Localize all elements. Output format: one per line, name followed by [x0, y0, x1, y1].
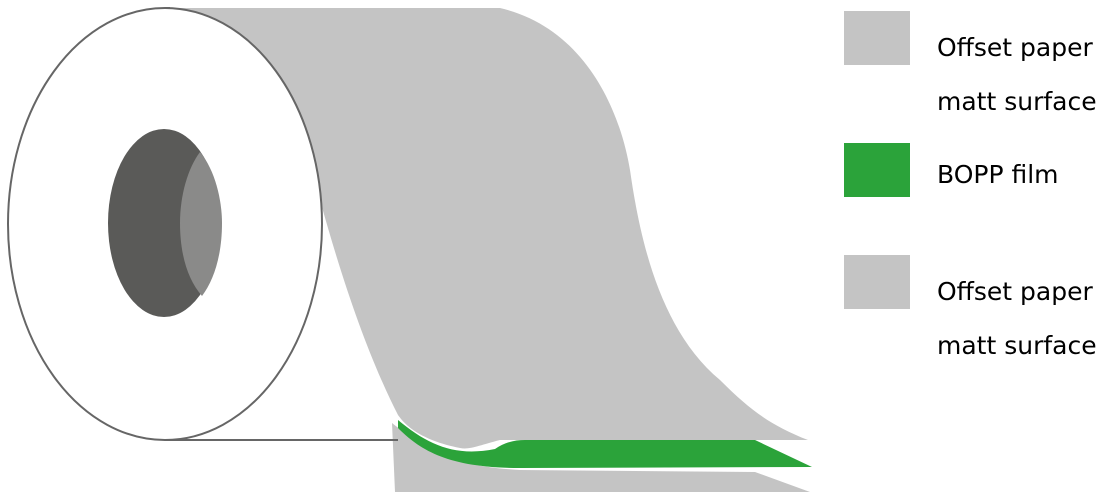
legend-label-line-1: BOPP film — [937, 160, 1059, 189]
core-inner-wall — [180, 152, 222, 296]
legend-swatch-paper — [844, 11, 910, 65]
legend-swatch-paper — [844, 255, 910, 309]
legend-label-line-2: matt surface — [937, 87, 1097, 116]
legend-swatch-film — [844, 143, 910, 197]
paper-sheet-top — [165, 8, 808, 449]
legend-label: BOPP film — [937, 148, 1104, 202]
bopp-film-layer — [398, 420, 812, 468]
paper-sheet-bottom — [392, 423, 810, 492]
legend-label: Offset paper matt surface — [937, 265, 1104, 373]
legend-label-line-1: Offset paper — [937, 33, 1093, 62]
legend-label: Offset paper matt surface — [937, 21, 1104, 129]
legend-label-line-1: Offset paper — [937, 277, 1093, 306]
legend-label-line-2: matt surface — [937, 331, 1097, 360]
